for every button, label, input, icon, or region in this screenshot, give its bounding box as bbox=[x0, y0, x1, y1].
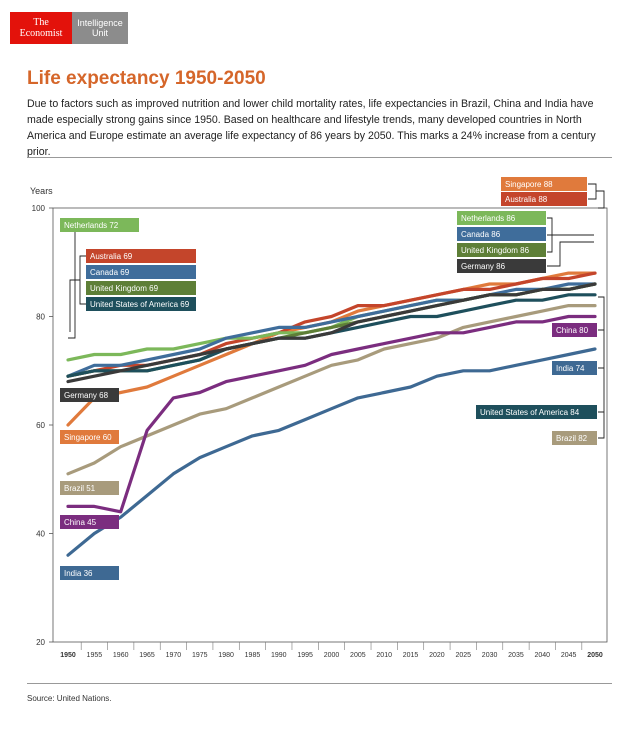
intelligence-unit-logo: Intelligence Unit bbox=[72, 12, 128, 44]
divider-bottom bbox=[27, 683, 612, 684]
series-label-canada-2050: Canada 86 bbox=[461, 230, 501, 239]
x-tick-label: 2010 bbox=[376, 652, 392, 659]
x-tick-label: 1990 bbox=[271, 652, 287, 659]
series-label-netherlands-2050: Netherlands 86 bbox=[461, 214, 516, 223]
series-label-india-2050: India 74 bbox=[556, 364, 585, 373]
x-tick-label: 1955 bbox=[87, 652, 103, 659]
y-tick-label: 40 bbox=[36, 530, 45, 539]
series-line-germany bbox=[66, 282, 597, 384]
x-tick-label: 1975 bbox=[192, 652, 208, 659]
series-label-brazil-1950: Brazil 51 bbox=[64, 484, 96, 493]
y-tick-label: 80 bbox=[36, 313, 45, 322]
series-line-china bbox=[66, 314, 597, 514]
series-line-brazil bbox=[66, 304, 597, 476]
series-line-india bbox=[66, 347, 597, 557]
x-tick-label: 2040 bbox=[535, 652, 551, 659]
x-tick-label: 1970 bbox=[166, 652, 182, 659]
y-tick-label: 20 bbox=[36, 638, 45, 647]
label-box-brazil-2050 bbox=[552, 431, 597, 445]
label-box-australia-2050 bbox=[501, 192, 587, 206]
economist-logo-brand: The Economist bbox=[10, 12, 72, 44]
y-axis-label: Years bbox=[30, 186, 53, 196]
economist-logo: The Economist Intelligence Unit bbox=[10, 12, 128, 44]
series-label-brazil-2050: Brazil 82 bbox=[556, 434, 588, 443]
label-box-canada-1950 bbox=[86, 265, 196, 279]
label-box-canada-2050 bbox=[457, 227, 546, 241]
label-box-australia-1950 bbox=[86, 249, 196, 263]
connector-bracket-right-2050 bbox=[598, 296, 605, 439]
series-label-singapore-1950: Singapore 60 bbox=[64, 433, 112, 442]
series-label-germany-2050: Germany 86 bbox=[461, 262, 506, 271]
label-box-brazil-1950 bbox=[60, 481, 119, 495]
x-tick-label: 1960 bbox=[113, 652, 129, 659]
x-tick-label: 2025 bbox=[455, 652, 471, 659]
series-label-china-2050: China 80 bbox=[556, 326, 589, 335]
label-box-united-kingdom-1950 bbox=[86, 281, 196, 295]
label-connectors bbox=[68, 183, 605, 439]
y-tick-label: 100 bbox=[32, 204, 46, 213]
label-box-india-2050 bbox=[552, 361, 597, 375]
logo-unit-line2: Unit bbox=[91, 28, 108, 38]
label-box-united-states-of-america-2050 bbox=[476, 405, 597, 419]
x-tick-label: 1950 bbox=[60, 652, 76, 659]
x-tick-label: 1985 bbox=[245, 652, 261, 659]
connector-group-1950 bbox=[69, 255, 86, 332]
label-box-netherlands-1950 bbox=[60, 218, 139, 232]
series-label-united-states-of-america-2050: United States of America 84 bbox=[480, 408, 580, 417]
connector-germany-2050 bbox=[547, 241, 594, 267]
chart-title: Life expectancy 1950-2050 bbox=[27, 68, 266, 89]
label-box-germany-2050 bbox=[457, 259, 546, 273]
x-tick-label: 2030 bbox=[482, 652, 498, 659]
label-box-singapore-1950 bbox=[60, 430, 119, 444]
source-note: Source: United Nations. bbox=[27, 694, 112, 703]
logo-unit-line1: Intelligence bbox=[77, 18, 123, 28]
label-box-china-2050 bbox=[552, 323, 597, 337]
series-line-canada bbox=[66, 282, 597, 378]
label-box-united-kingdom-2050 bbox=[457, 243, 546, 257]
series-label-australia-1950: Australia 69 bbox=[90, 252, 133, 261]
series-label-united-kingdom-1950: United Kingdom 69 bbox=[90, 284, 159, 293]
x-tick-label: 2050 bbox=[587, 652, 603, 659]
series-label-netherlands-1950: Netherlands 72 bbox=[64, 221, 119, 230]
x-tick-label: 2000 bbox=[324, 652, 340, 659]
series-label-united-kingdom-2050: United Kingdom 86 bbox=[461, 246, 530, 255]
series-label-germany-1950: Germany 68 bbox=[64, 391, 109, 400]
series-label-united-states-of-america-1950: United States of America 69 bbox=[90, 300, 190, 309]
connector-netherlands-1950 bbox=[68, 232, 76, 339]
x-tick-label: 2005 bbox=[350, 652, 366, 659]
x-tick-label: 2020 bbox=[429, 652, 445, 659]
x-tick-label: 2015 bbox=[403, 652, 419, 659]
label-box-singapore-2050 bbox=[501, 177, 587, 191]
series-labels: Netherlands 72 Australia 69 Canada 69 Unite… bbox=[60, 177, 597, 580]
logo-brand-line2: Economist bbox=[19, 28, 63, 39]
label-box-germany-1950 bbox=[60, 388, 119, 402]
label-box-china-1950 bbox=[60, 515, 119, 529]
series-label-india-1950: India 36 bbox=[64, 569, 93, 578]
x-tick-label: 2045 bbox=[561, 652, 577, 659]
x-tick-label: 1980 bbox=[218, 652, 234, 659]
logo-brand-line1: The bbox=[33, 17, 49, 28]
label-box-india-1950 bbox=[60, 566, 119, 580]
series-label-china-1950: China 45 bbox=[64, 518, 97, 527]
x-tick-label: 2035 bbox=[508, 652, 524, 659]
label-box-united-states-of-america-1950 bbox=[86, 297, 196, 311]
connector-singapore-australia-2050 bbox=[588, 183, 605, 209]
label-box-netherlands-2050 bbox=[457, 211, 546, 225]
x-tick-label: 1995 bbox=[297, 652, 313, 659]
connector-netherlands-canada-2050 bbox=[547, 217, 594, 253]
series-label-singapore-2050: Singapore 88 bbox=[505, 180, 553, 189]
divider-top bbox=[27, 157, 612, 158]
series-label-australia-2050: Australia 88 bbox=[505, 195, 548, 204]
chart-lines bbox=[66, 271, 597, 557]
series-label-canada-1950: Canada 69 bbox=[90, 268, 130, 277]
y-tick-label: 60 bbox=[36, 421, 45, 430]
chart-description: Due to factors such as improved nutritio… bbox=[27, 98, 596, 158]
x-tick-label: 1965 bbox=[139, 652, 155, 659]
